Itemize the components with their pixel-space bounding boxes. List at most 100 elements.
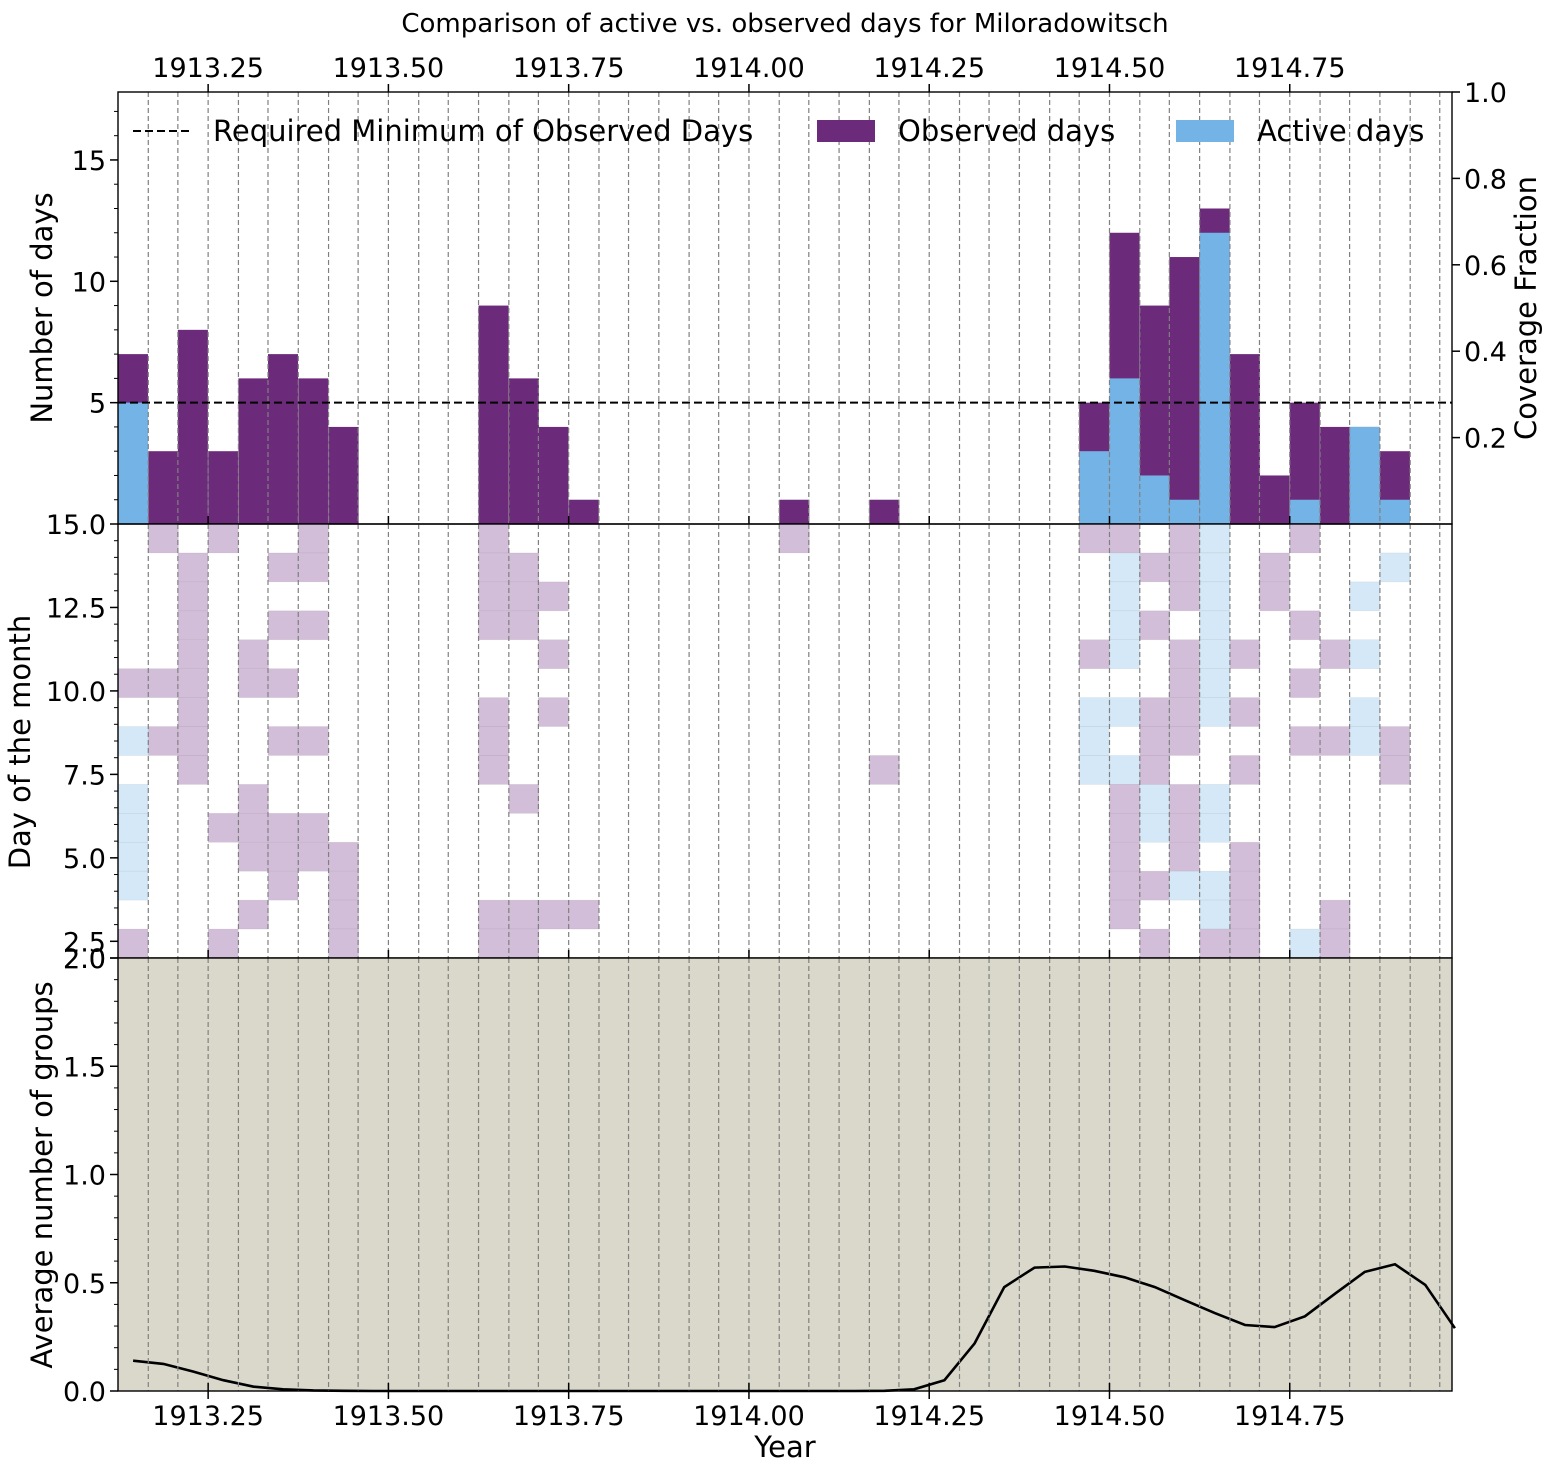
observed-day-cell bbox=[177, 755, 209, 785]
observed-day-cell bbox=[1319, 899, 1351, 930]
observed-day-cell bbox=[538, 581, 569, 612]
observed-day-cell bbox=[297, 813, 329, 843]
observed-day-cell bbox=[267, 813, 299, 843]
observed-day-cell bbox=[117, 668, 149, 698]
active-day-cell bbox=[1199, 899, 1230, 930]
observed-day-cell bbox=[1139, 552, 1171, 583]
observed-day-cell bbox=[778, 523, 810, 554]
active-day-cell bbox=[1109, 581, 1140, 612]
active-bar bbox=[1139, 475, 1170, 524]
observed-day-cell bbox=[478, 755, 509, 785]
observed-day-cell bbox=[117, 928, 149, 959]
observed-day-cell bbox=[1289, 726, 1321, 756]
observed-day-cell bbox=[1229, 755, 1261, 785]
y-tick-label: 2.5 bbox=[63, 927, 106, 958]
active-day-cell bbox=[1199, 668, 1230, 698]
observed-bar bbox=[1320, 426, 1351, 524]
observed-day-cell bbox=[1229, 841, 1261, 872]
y-tick-label: 2.0 bbox=[63, 944, 106, 975]
active-day-cell bbox=[1199, 552, 1230, 583]
observed-day-cell bbox=[328, 870, 359, 901]
active-bar bbox=[1289, 499, 1320, 524]
y2-tick-label: 0.8 bbox=[1464, 164, 1507, 195]
observed-bar bbox=[538, 426, 569, 524]
y-tick-label: 2.0 bbox=[63, 944, 106, 975]
observed-day-cell bbox=[1109, 784, 1140, 814]
observed-day-cell bbox=[1139, 755, 1171, 785]
legend-required-minimum-label: Required Minimum of Observed Days bbox=[213, 114, 753, 148]
observed-day-cell bbox=[207, 928, 239, 959]
observed-bar bbox=[478, 305, 509, 524]
active-day-cell bbox=[1199, 870, 1230, 901]
observed-bar bbox=[568, 499, 599, 524]
observed-day-cell bbox=[478, 928, 509, 959]
x-bottom-tick-label: 1914.75 bbox=[1234, 1401, 1346, 1432]
active-day-cell bbox=[1109, 697, 1140, 727]
chart-title: Comparison of active vs. observed days f… bbox=[401, 9, 1168, 39]
active-bar bbox=[1349, 426, 1380, 524]
active-day-cell bbox=[1078, 726, 1110, 756]
observed-day-cell bbox=[568, 899, 600, 930]
observed-day-cell bbox=[1139, 697, 1171, 727]
legend-active-label: Active days bbox=[1257, 114, 1424, 148]
observed-bar bbox=[869, 499, 900, 524]
y-tick-label: 15.0 bbox=[46, 510, 106, 541]
observed-day-cell bbox=[328, 841, 359, 872]
observed-bar bbox=[148, 451, 179, 524]
observed-day-cell bbox=[297, 610, 329, 641]
observed-day-cell bbox=[478, 697, 509, 727]
x-bottom-tick-label: 1914.25 bbox=[873, 1401, 985, 1432]
active-day-cell bbox=[1289, 928, 1321, 959]
y-tick-label: 7.5 bbox=[63, 760, 106, 791]
observed-day-cell bbox=[1169, 552, 1200, 583]
active-bar bbox=[118, 402, 149, 524]
active-day-cell bbox=[1199, 813, 1230, 843]
observed-day-cell bbox=[1139, 610, 1171, 641]
active-day-cell bbox=[1379, 552, 1411, 583]
observed-bar bbox=[1169, 257, 1200, 524]
active-day-cell bbox=[1199, 784, 1230, 814]
y2-tick-label: 0.6 bbox=[1464, 251, 1507, 282]
active-day-cell bbox=[1109, 755, 1140, 785]
y-tick-label: 5 bbox=[89, 389, 106, 420]
observed-day-cell bbox=[267, 726, 299, 756]
observed-day-cell bbox=[1078, 523, 1110, 554]
active-day-cell bbox=[117, 784, 149, 814]
observed-day-cell bbox=[1379, 726, 1411, 756]
observed-bar bbox=[779, 499, 810, 524]
observed-day-cell bbox=[1139, 870, 1171, 901]
x-top-tick-label: 1913.50 bbox=[333, 53, 445, 84]
observed-day-cell bbox=[238, 899, 269, 930]
observed-day-cell bbox=[478, 899, 509, 930]
y-tick-label: 0.5 bbox=[63, 1269, 106, 1300]
observed-day-cell bbox=[869, 755, 900, 785]
y2-tick-label: 0.4 bbox=[1464, 337, 1507, 368]
y2-tick-label: 0.2 bbox=[1464, 424, 1507, 455]
active-day-cell bbox=[1169, 870, 1200, 901]
observed-day-cell bbox=[297, 552, 329, 583]
y-tick-label: 10 bbox=[72, 267, 106, 298]
y-tick-label: 5.0 bbox=[63, 844, 106, 875]
x-top-tick-label: 1913.75 bbox=[513, 53, 625, 84]
observed-day-cell bbox=[1169, 668, 1200, 698]
active-day-cell bbox=[1349, 726, 1380, 756]
x-top-tick-label: 1913.25 bbox=[152, 53, 264, 84]
observed-day-cell bbox=[1169, 841, 1200, 872]
observed-day-cell bbox=[508, 581, 540, 612]
x-bottom-tick-label: 1913.50 bbox=[333, 1401, 445, 1432]
active-day-cell bbox=[1199, 610, 1230, 641]
observed-day-cell bbox=[1169, 726, 1200, 756]
observed-day-cell bbox=[147, 523, 179, 554]
x-bottom-tick-label: 1914.50 bbox=[1054, 1401, 1166, 1432]
observed-bar bbox=[208, 451, 239, 524]
observed-day-cell bbox=[267, 552, 299, 583]
observed-day-cell bbox=[207, 523, 239, 554]
observed-day-cell bbox=[478, 726, 509, 756]
observed-day-cell bbox=[538, 697, 569, 727]
observed-day-cell bbox=[238, 639, 269, 669]
y-tick-label: 10.0 bbox=[46, 677, 106, 708]
active-day-cell bbox=[1199, 639, 1230, 669]
observed-day-cell bbox=[1319, 726, 1351, 756]
observed-day-cell bbox=[238, 668, 269, 698]
